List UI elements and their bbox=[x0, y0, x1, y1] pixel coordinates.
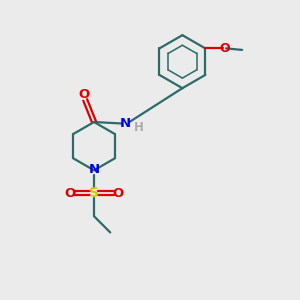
Text: O: O bbox=[113, 187, 124, 200]
Text: O: O bbox=[219, 42, 230, 55]
Text: H: H bbox=[134, 121, 144, 134]
Text: O: O bbox=[78, 88, 89, 101]
Text: S: S bbox=[89, 186, 99, 200]
Text: N: N bbox=[119, 117, 130, 130]
Text: N: N bbox=[88, 163, 100, 176]
Text: O: O bbox=[64, 187, 75, 200]
